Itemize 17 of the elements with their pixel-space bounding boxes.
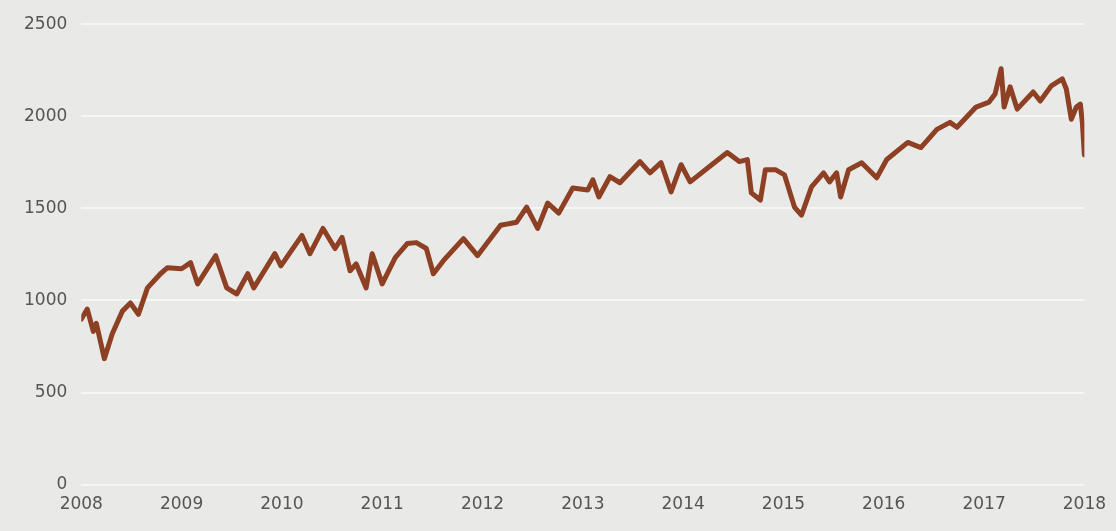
y-tick-label: 1000	[24, 288, 68, 309]
x-tick-label: 2017	[962, 493, 1006, 514]
y-tick-label: 500	[34, 380, 68, 401]
x-tick-label: 2014	[661, 493, 705, 514]
x-tick-label: 2008	[59, 493, 103, 514]
y-tick-label: 2500	[24, 12, 68, 33]
x-tick-label: 2015	[761, 493, 806, 514]
x-tick-label: 2016	[862, 493, 906, 514]
x-tick-label: 2009	[159, 493, 204, 514]
y-tick-label: 0	[56, 473, 68, 494]
x-tick-label: 2012	[460, 493, 505, 514]
y-tick-label: 1500	[24, 196, 68, 217]
x-tick-label: 2018	[1062, 493, 1106, 514]
x-tick-label: 2010	[260, 493, 304, 514]
x-tick-label: 2013	[561, 493, 605, 514]
x-tick-label: 2011	[360, 493, 404, 514]
y-tick-label: 2000	[24, 104, 68, 125]
